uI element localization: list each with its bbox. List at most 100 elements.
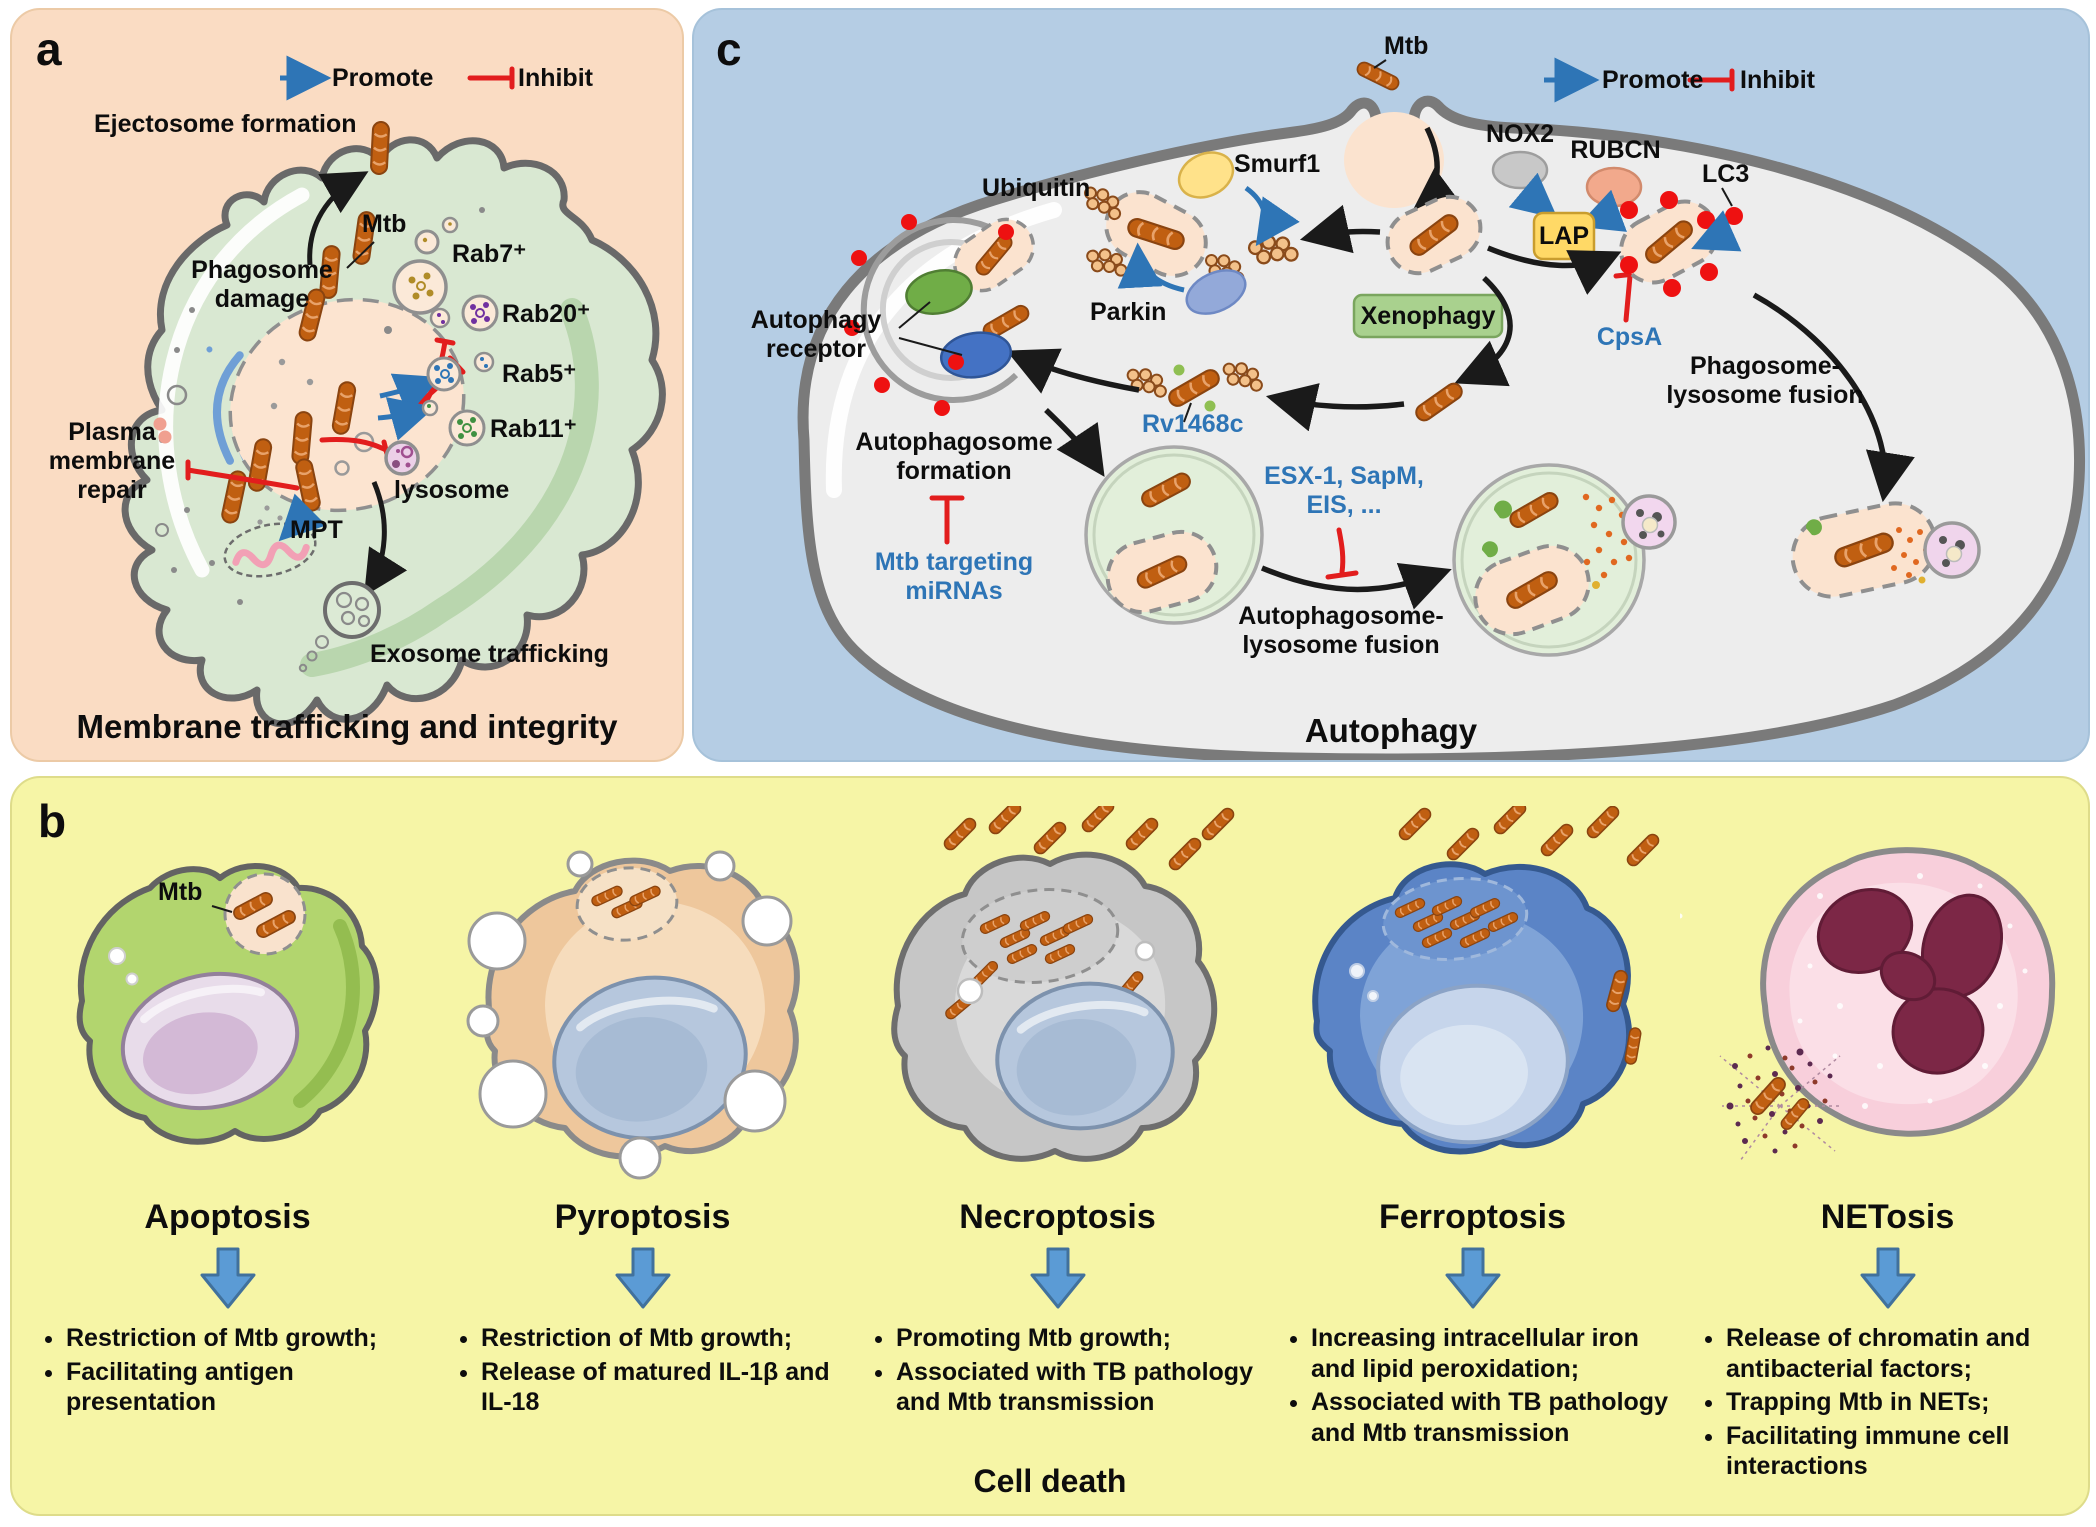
apoptosis-cell-graphic: Mtb xyxy=(20,806,435,1198)
autolysosome xyxy=(1452,463,1677,657)
rab11-vesicles xyxy=(421,399,486,447)
mtb-label: Mtb xyxy=(1384,32,1429,60)
cytoplasm-dots xyxy=(159,207,485,605)
parkin-label: Parkin xyxy=(1090,298,1167,326)
phagosome-damage-label: Phagosome damage xyxy=(191,256,333,313)
autophagy-illustration xyxy=(797,57,2086,760)
panel-c-title: Autophagy xyxy=(1304,712,1478,749)
autolysosome-fusion-arrow xyxy=(1260,562,1452,610)
rab5-label: Rab5⁺ xyxy=(502,360,577,388)
to-ubiquitination-arrow xyxy=(1299,204,1381,254)
lc3-dots xyxy=(844,214,1014,416)
rubcn-label: RUBCN xyxy=(1570,136,1661,164)
panel-a-letter: a xyxy=(36,23,62,75)
apoptosis-bullets: Restriction of Mtb growth;Facilitating a… xyxy=(20,1323,435,1421)
down-block-arrow-icon xyxy=(615,1247,670,1309)
cell-death-columns: Mtb Apoptosis Restriction of Mtb growth;… xyxy=(20,806,2080,1485)
exosome-arrow xyxy=(363,481,408,597)
bullet-item: Facilitating antigen presentation xyxy=(66,1357,427,1418)
column-netosis: NETosis Release of chromatin and antibac… xyxy=(1680,806,2095,1485)
membrane-repair-site xyxy=(153,417,172,444)
xenophagy-box xyxy=(1352,293,1504,339)
legend-promote-label: Promote xyxy=(1602,66,1704,94)
to-rv1468c-arrow xyxy=(1265,383,1405,432)
smurf1-protein xyxy=(1177,151,1235,199)
bullet-item: Release of matured IL-1β and IL-18 xyxy=(481,1357,842,1418)
phagosome-lysosome-fusion-label: Phagosome- lysosome fusion xyxy=(1666,352,1864,409)
plasma-membrane-repair-label: Plasma membrane repair xyxy=(48,418,176,504)
lysosome-label: lysosome xyxy=(394,476,510,504)
pyroptosis-bullets: Restriction of Mtb growth;Release of mat… xyxy=(435,1323,850,1421)
multivesicular-body xyxy=(298,581,381,673)
ubiquitin-label: Ubiquitin xyxy=(982,174,1091,202)
panel-autophagy: c Mtb Promote Inhibit Smurf1 Ubiquitin P… xyxy=(692,8,2090,762)
ferroptosis-bullets: Increasing intracellular iron and lipid … xyxy=(1265,1323,1680,1451)
panel-c-letter: c xyxy=(716,23,742,75)
lysosome-vesicle xyxy=(384,440,420,476)
bullet-item: Promoting Mtb growth; xyxy=(896,1323,1257,1354)
bullet-item: Restriction of Mtb growth; xyxy=(66,1323,427,1354)
necroptosis-cell-graphic xyxy=(850,806,1265,1198)
rab5-vesicles xyxy=(426,351,495,392)
pyroptosis-title: Pyroptosis xyxy=(554,1198,731,1236)
ferroptosis-cell-graphic xyxy=(1265,806,1680,1198)
netosis-cell-graphic xyxy=(1680,806,2095,1198)
netosis-title: NETosis xyxy=(1820,1198,1955,1236)
parkin-protein xyxy=(1185,269,1247,315)
nox2-protein xyxy=(1491,150,1549,190)
column-pyroptosis: Pyroptosis Restriction of Mtb growth;Rel… xyxy=(435,806,850,1485)
to-cytosol-arrow xyxy=(1454,275,1513,387)
column-ferroptosis: Ferroptosis Increasing intracellular iro… xyxy=(1265,806,1680,1485)
rab7-vesicles xyxy=(392,216,459,315)
panel-b-letter: b xyxy=(38,795,67,847)
mirna-inhibit-bar xyxy=(929,495,965,545)
bullet-item: Restriction of Mtb growth; xyxy=(481,1323,842,1354)
column-apoptosis: Mtb Apoptosis Restriction of Mtb growth;… xyxy=(20,806,435,1485)
lc3-label: LC3 xyxy=(1702,160,1750,188)
esx-sapm-eis-label: ESX-1, SapM, EIS, ... xyxy=(1264,462,1424,519)
legend-a xyxy=(280,55,515,101)
necroptosis-bullets: Promoting Mtb growth;Associated with TB … xyxy=(850,1323,1265,1421)
central-phagosome xyxy=(1385,194,1483,276)
down-block-arrow-icon xyxy=(1030,1247,1085,1309)
rv1468c-ubiquitinated-rod xyxy=(1123,358,1267,423)
lc3-phagosome xyxy=(1619,187,1743,297)
rab7-label: Rab7⁺ xyxy=(452,240,527,268)
autophagosome-formation-label: Autophagosome formation xyxy=(855,428,1053,485)
autophagy-receptor-label: Autophagy receptor xyxy=(750,306,882,363)
panel-membrane-trafficking: a Promote Inhibit Ejectosome formation M… xyxy=(10,8,684,762)
legend-inhibit-label: Inhibit xyxy=(518,64,593,92)
bullet-item: Increasing intracellular iron and lipid … xyxy=(1311,1323,1672,1384)
autophagosome-lysosome-fusion-label: Autophagosome- lysosome fusion xyxy=(1238,602,1444,659)
apoptosis-title: Apoptosis xyxy=(144,1198,311,1236)
mtb-pointer-line xyxy=(1373,59,1387,69)
bullet-item: Trapping Mtb in NETs; xyxy=(1726,1387,2087,1418)
netosis-bullets: Release of chromatin and antibacterial f… xyxy=(1680,1323,2095,1485)
legend-inhibit-label: Inhibit xyxy=(1740,66,1815,94)
phagolysosome xyxy=(1790,501,1981,599)
to-autophagosome-arrow xyxy=(1044,408,1105,477)
mpt-label: MPT xyxy=(290,516,343,544)
cytoplasm-swoosh xyxy=(300,298,599,677)
rv1468c-label: Rv1468c xyxy=(1142,410,1244,438)
smurf1-label: Smurf1 xyxy=(1234,150,1321,178)
ferroptosis-title: Ferroptosis xyxy=(1378,1198,1567,1236)
panel-cell-death: b M xyxy=(10,776,2090,1516)
bullet-item: Facilitating immune cell interactions xyxy=(1726,1421,2087,1482)
bullet-item: Release of chromatin and antibacterial f… xyxy=(1726,1323,2087,1384)
lap-pathway-arrow xyxy=(1486,245,1622,295)
ubiquitinated-phagosome xyxy=(1078,151,1300,315)
phagophore xyxy=(844,214,1036,416)
panel-a-title: Membrane trafficking and integrity xyxy=(76,708,618,745)
exosome-trafficking-label: Exosome trafficking xyxy=(370,640,609,668)
lobed-nucleus xyxy=(1816,887,2004,1075)
down-block-arrow-icon xyxy=(1445,1247,1500,1309)
bullet-item: Associated with TB pathology and Mtb tra… xyxy=(896,1357,1257,1418)
lap-label: LAP xyxy=(1539,222,1589,250)
membrane-trafficking-illustration xyxy=(121,55,666,728)
rab20-label: Rab20⁺ xyxy=(502,300,591,328)
mtb-pointer-line xyxy=(346,241,375,269)
enzyme-dots xyxy=(1481,500,1512,558)
panel-b-title: Cell death xyxy=(973,1463,1127,1499)
